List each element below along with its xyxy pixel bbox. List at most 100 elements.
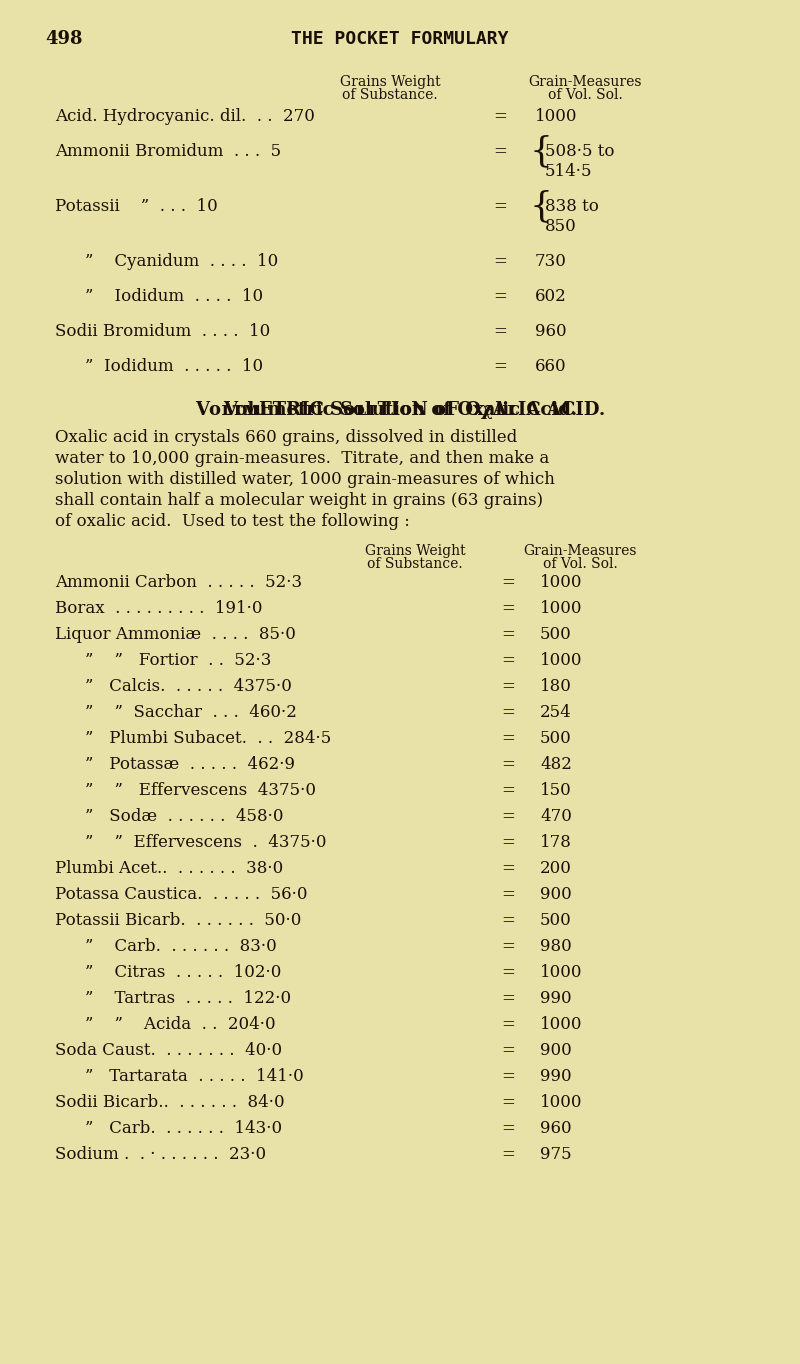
- Text: 602: 602: [535, 288, 566, 306]
- Text: of Substance.: of Substance.: [367, 557, 463, 572]
- Text: =: =: [501, 574, 515, 591]
- Text: Ammonii Carbon  . . . . .  52·3: Ammonii Carbon . . . . . 52·3: [55, 574, 302, 591]
- Text: Potassa Caustica.  . . . . .  56·0: Potassa Caustica. . . . . . 56·0: [55, 887, 307, 903]
- Text: =: =: [493, 198, 507, 216]
- Text: THE POCKET FORMULARY: THE POCKET FORMULARY: [291, 30, 509, 48]
- Text: shall contain half a molecular weight in grains (63 grains): shall contain half a molecular weight in…: [55, 492, 543, 509]
- Text: 1000: 1000: [540, 1094, 582, 1112]
- Text: 470: 470: [540, 807, 572, 825]
- Text: 990: 990: [540, 990, 572, 1007]
- Text: of oxalic acid.  Used to test the following :: of oxalic acid. Used to test the followi…: [55, 513, 410, 531]
- Text: 500: 500: [540, 730, 572, 747]
- Text: ”   Potassæ  . . . . .  462·9: ” Potassæ . . . . . 462·9: [85, 756, 295, 773]
- Text: =: =: [501, 1068, 515, 1084]
- Text: ”   Tartarata  . . . . .  141·0: ” Tartarata . . . . . 141·0: [85, 1068, 304, 1084]
- Text: ”    ”  Sacchar  . . .  460·2: ” ” Sacchar . . . 460·2: [85, 704, 297, 722]
- Text: =: =: [493, 288, 507, 306]
- Text: 482: 482: [540, 756, 572, 773]
- Text: 500: 500: [540, 913, 572, 929]
- Text: solution with distilled water, 1000 grain-measures of which: solution with distilled water, 1000 grai…: [55, 471, 555, 488]
- Text: 960: 960: [535, 323, 566, 340]
- Text: {: {: [530, 134, 553, 168]
- Text: =: =: [501, 887, 515, 903]
- Text: =: =: [501, 807, 515, 825]
- Text: Grain-Measures: Grain-Measures: [528, 75, 642, 89]
- Text: =: =: [501, 1016, 515, 1033]
- Text: Acid. Hydrocyanic. dil.  . .  270: Acid. Hydrocyanic. dil. . . 270: [55, 108, 315, 125]
- Text: ”   Calcis.  . . . . .  4375·0: ” Calcis. . . . . . 4375·0: [85, 678, 292, 696]
- Text: of Substance.: of Substance.: [342, 89, 438, 102]
- Text: =: =: [501, 938, 515, 955]
- Text: Grains Weight: Grains Weight: [340, 75, 440, 89]
- Text: 508·5 to: 508·5 to: [545, 143, 614, 160]
- Text: Plumbi Acet..  . . . . . .  38·0: Plumbi Acet.. . . . . . . 38·0: [55, 859, 283, 877]
- Text: 180: 180: [540, 678, 572, 696]
- Text: Sodii Bromidum  . . . .  10: Sodii Bromidum . . . . 10: [55, 323, 270, 340]
- Text: ”   Sodæ  . . . . . .  458·0: ” Sodæ . . . . . . 458·0: [85, 807, 283, 825]
- Text: 1000: 1000: [540, 574, 582, 591]
- Text: 254: 254: [540, 704, 572, 722]
- Text: =: =: [493, 357, 507, 375]
- Text: =: =: [501, 1094, 515, 1112]
- Text: Volumetric Solution of Oxalic Acid.: Volumetric Solution of Oxalic Acid.: [223, 401, 577, 419]
- Text: 500: 500: [540, 626, 572, 642]
- Text: 975: 975: [540, 1146, 572, 1163]
- Text: of Vol. Sol.: of Vol. Sol.: [548, 89, 622, 102]
- Text: ”   Plumbi Subacet.  . .  284·5: ” Plumbi Subacet. . . 284·5: [85, 730, 331, 747]
- Text: =: =: [501, 652, 515, 668]
- Text: 1000: 1000: [540, 964, 582, 981]
- Text: 1000: 1000: [540, 1016, 582, 1033]
- Text: ”    Carb.  . . . . . .  83·0: ” Carb. . . . . . . 83·0: [85, 938, 277, 955]
- Text: =: =: [501, 990, 515, 1007]
- Text: =: =: [493, 323, 507, 340]
- Text: ”    ”   Effervescens  4375·0: ” ” Effervescens 4375·0: [85, 782, 316, 799]
- Text: {: {: [530, 190, 553, 222]
- Text: Borax  . . . . . . . . .  191·0: Borax . . . . . . . . . 191·0: [55, 600, 262, 617]
- Text: =: =: [501, 1120, 515, 1138]
- Text: =: =: [501, 782, 515, 799]
- Text: =: =: [493, 252, 507, 270]
- Text: Oxalic acid in crystals 660 grains, dissolved in distilled: Oxalic acid in crystals 660 grains, diss…: [55, 430, 518, 446]
- Text: =: =: [493, 143, 507, 160]
- Text: ”    Tartras  . . . . .  122·0: ” Tartras . . . . . 122·0: [85, 990, 291, 1007]
- Text: =: =: [501, 756, 515, 773]
- Text: =: =: [501, 913, 515, 929]
- Text: Grain-Measures: Grain-Measures: [523, 544, 637, 558]
- Text: 730: 730: [535, 252, 567, 270]
- Text: ”    ”  Effervescens  .  4375·0: ” ” Effervescens . 4375·0: [85, 833, 326, 851]
- Text: 900: 900: [540, 887, 572, 903]
- Text: of Vol. Sol.: of Vol. Sol.: [542, 557, 618, 572]
- Text: 980: 980: [540, 938, 572, 955]
- Text: 960: 960: [540, 1120, 572, 1138]
- Text: Sodium .  . · . . . . . .  23·0: Sodium . . · . . . . . . 23·0: [55, 1146, 266, 1163]
- Text: 150: 150: [540, 782, 572, 799]
- Text: =: =: [493, 108, 507, 125]
- Text: Potassii    ”  . . .  10: Potassii ” . . . 10: [55, 198, 218, 216]
- Text: ”    Citras  . . . . .  102·0: ” Citras . . . . . 102·0: [85, 964, 282, 981]
- Text: ”   Carb.  . . . . . .  143·0: ” Carb. . . . . . . 143·0: [85, 1120, 282, 1138]
- Text: VᴏʟᴛᴍETRIC SᴏʟᴛTIᴏN ᴏF OχAʟIC ACID.: VᴏʟᴛᴍETRIC SᴏʟᴛTIᴏN ᴏF OχAʟIC ACID.: [195, 401, 605, 419]
- Text: 1000: 1000: [540, 652, 582, 668]
- Text: 1000: 1000: [535, 108, 578, 125]
- Text: 850: 850: [545, 218, 577, 235]
- Text: =: =: [501, 704, 515, 722]
- Text: Potassii Bicarb.  . . . . . .  50·0: Potassii Bicarb. . . . . . . 50·0: [55, 913, 302, 929]
- Text: Liquor Ammoniæ  . . . .  85·0: Liquor Ammoniæ . . . . 85·0: [55, 626, 296, 642]
- Text: 660: 660: [535, 357, 566, 375]
- Text: =: =: [501, 730, 515, 747]
- Text: Soda Caust.  . . . . . . .  40·0: Soda Caust. . . . . . . . 40·0: [55, 1042, 282, 1058]
- Text: water to 10,000 grain-measures.  Titrate, and then make a: water to 10,000 grain-measures. Titrate,…: [55, 450, 550, 466]
- Text: ”    Cyanidum  . . . .  10: ” Cyanidum . . . . 10: [85, 252, 278, 270]
- Text: 200: 200: [540, 859, 572, 877]
- Text: ”  Iodidum  . . . . .  10: ” Iodidum . . . . . 10: [85, 357, 263, 375]
- Text: 514·5: 514·5: [545, 164, 593, 180]
- Text: =: =: [501, 964, 515, 981]
- Text: Ammonii Bromidum  . . .  5: Ammonii Bromidum . . . 5: [55, 143, 281, 160]
- Text: =: =: [501, 600, 515, 617]
- Text: 900: 900: [540, 1042, 572, 1058]
- Text: 498: 498: [45, 30, 82, 48]
- Text: 178: 178: [540, 833, 572, 851]
- Text: 838 to: 838 to: [545, 198, 599, 216]
- Text: =: =: [501, 678, 515, 696]
- Text: Grains Weight: Grains Weight: [365, 544, 466, 558]
